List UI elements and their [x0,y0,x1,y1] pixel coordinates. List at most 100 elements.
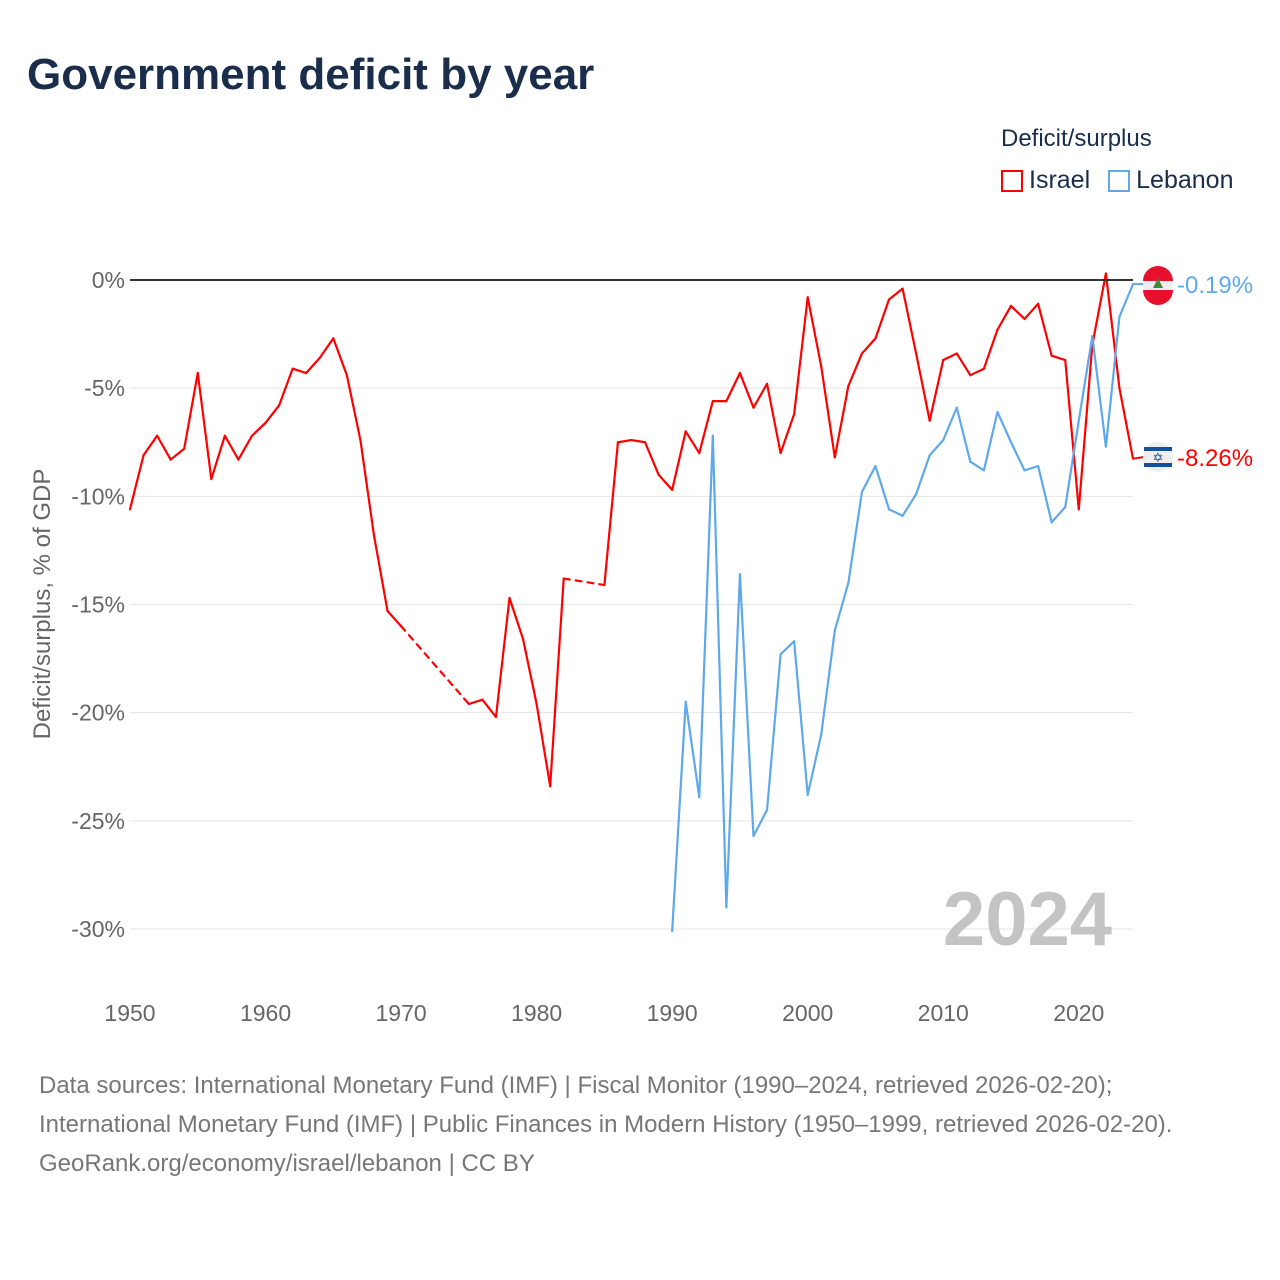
series-segment-israel [1077,343,1094,511]
series-segment-lebanon [969,460,986,472]
series-segment-israel [508,596,525,641]
series-segment-lebanon [725,573,742,909]
y-tick-label: -10% [71,483,125,509]
series-segment-israel [169,447,186,461]
end-connector-israel [1132,456,1145,460]
data-sources: Data sources: International Monetary Fun… [39,1072,1173,1138]
series-segment-lebanon [833,581,850,632]
series-segment-israel [806,296,823,368]
x-tick-label: 1960 [240,1000,291,1026]
series-segment-israel [156,434,172,461]
series-segment-israel [982,328,999,370]
series-segment-israel [1118,387,1135,460]
series-segment-israel [630,438,647,444]
series-segment-israel [928,358,945,422]
series-segment-israel [291,367,308,375]
legend-title: Deficit/surplus [1001,125,1152,152]
y-tick-label: -30% [71,916,125,942]
series-segment-israel [1104,272,1121,390]
series-segment-israel [372,534,389,613]
series-segment-lebanon [1077,335,1094,422]
series-segment-israel [901,287,918,355]
series-segment-israel [196,371,213,481]
series-segment-lebanon [1091,335,1107,448]
legend: Israel Lebanon [1001,166,1233,195]
series-segment-israel [277,367,294,407]
series-segment-lebanon [765,653,782,812]
flag-israel-stripe [1144,463,1172,467]
series-segment-lebanon [847,490,864,584]
series-segment-israel [1009,304,1026,321]
series-segment-israel [752,382,769,409]
legend-label-lebanon: Lebanon [1136,166,1234,194]
x-tick-label: 2010 [918,1000,969,1026]
credit-link[interactable]: GeoRank.org/economy/israel/lebanon | CC … [39,1150,535,1177]
series-segment-israel [603,441,620,587]
end-value-label-israel: -8.26% [1177,445,1253,472]
star-of-david-icon: ✡ [1153,451,1164,466]
series-segment-israel [1023,302,1040,321]
series-segment-israel [1050,354,1067,362]
y-tick-label: -25% [71,808,125,834]
series-segment-lebanon [1009,441,1026,472]
series-segment-israel [942,352,958,362]
series-segment-israel [643,441,660,476]
series-segment-israel [359,438,376,537]
series-segment-lebanon [779,640,796,656]
series-segment-israel [955,352,972,377]
series-segment-israel [779,413,796,455]
series-segment-lebanon [820,629,836,736]
legend-item-israel[interactable]: Israel [1001,166,1090,195]
series-segment-lebanon [1037,464,1053,524]
series-segment-israel [684,430,701,455]
y-axis-label: Deficit/surplus, % of GDP [29,469,56,740]
series-segment-israel [860,337,877,355]
series-segment-israel [698,400,714,455]
series-segment-lebanon [996,410,1013,444]
series-segment-lebanon [915,454,931,496]
legend-item-lebanon[interactable]: Lebanon [1108,166,1233,195]
series-segment-israel [223,434,240,461]
series-segment-israel [996,304,1013,331]
series-segment-israel [887,287,904,301]
series-segment-israel [874,298,891,340]
series-segment-israel [549,577,565,788]
year-watermark: 2024 [943,877,1112,962]
series-segment-israel [657,473,674,491]
series-segment-israel [725,371,742,403]
series-segment-israel [738,371,755,409]
series-segment-lebanon [1118,283,1135,318]
x-tick-label: 1980 [511,1000,562,1026]
series-segment-israel [467,698,484,706]
series-segment-israel [237,434,254,461]
y-tick-label: -15% [71,592,125,618]
series-segment-lebanon [738,573,755,838]
series-segment-israel [183,371,199,450]
series-segment-israel [142,434,159,457]
x-tick-label: 1950 [104,1000,155,1026]
series-segment-lebanon [860,464,877,494]
flag-lebanon-stripe [1143,266,1173,281]
flag-lebanon-stripe [1143,290,1173,305]
y-tick-label: 0% [92,267,125,293]
y-tick-label: -5% [84,375,125,401]
series-segment-lebanon [752,808,769,838]
series-segment-israel [1037,302,1053,357]
series-segment-israel [671,430,687,491]
series-segment-lebanon [982,410,999,472]
legend-swatch-lebanon [1108,169,1131,192]
x-tick-label: 1990 [647,1000,698,1026]
series-segment-israel [562,577,606,587]
series-segment-lebanon [684,700,701,799]
series-segment-lebanon [1064,419,1080,509]
series-segment-lebanon [1023,464,1040,472]
x-tick-label: 2000 [782,1000,833,1026]
series-segment-lebanon [901,493,918,517]
series-segment-israel [535,702,552,788]
series-segment-israel [969,367,986,377]
series-segment-israel [128,454,145,511]
series-segment-israel [616,438,633,444]
series-segment-lebanon [955,406,972,463]
series-segment-lebanon [1050,506,1067,524]
